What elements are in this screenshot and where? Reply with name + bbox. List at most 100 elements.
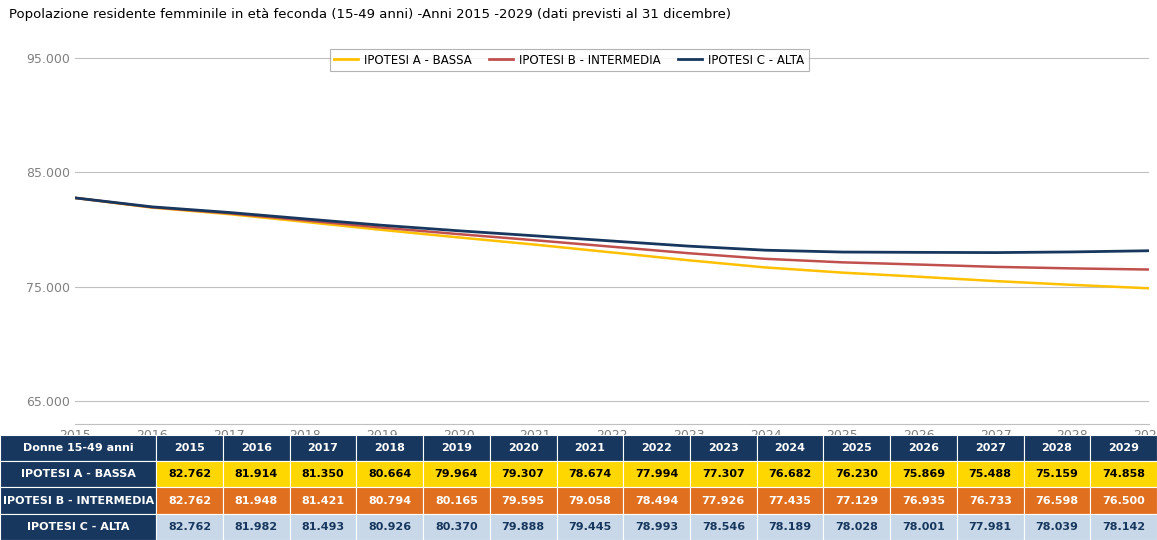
Text: Donne 15-49 anni: Donne 15-49 anni xyxy=(23,443,133,453)
FancyBboxPatch shape xyxy=(156,487,223,514)
Text: 80.165: 80.165 xyxy=(435,496,478,505)
IPOTESI C - ALTA xyxy=(529,233,543,239)
Text: 2023: 2023 xyxy=(708,443,738,453)
IPOTESI A - BASSA xyxy=(145,204,159,211)
IPOTESI A - BASSA xyxy=(1066,282,1079,288)
Text: 81.493: 81.493 xyxy=(302,522,345,532)
Text: 2024: 2024 xyxy=(774,443,805,453)
FancyBboxPatch shape xyxy=(690,435,757,461)
FancyBboxPatch shape xyxy=(624,461,690,487)
IPOTESI C - ALTA xyxy=(759,247,773,253)
FancyBboxPatch shape xyxy=(557,461,624,487)
FancyBboxPatch shape xyxy=(757,487,824,514)
Text: 2026: 2026 xyxy=(908,443,939,453)
Text: 80.926: 80.926 xyxy=(368,522,411,532)
FancyBboxPatch shape xyxy=(757,461,824,487)
Text: 77.994: 77.994 xyxy=(635,469,678,479)
Text: 2021: 2021 xyxy=(574,443,605,453)
Text: 78.039: 78.039 xyxy=(1036,522,1078,532)
Text: 78.546: 78.546 xyxy=(702,522,745,532)
Text: 82.762: 82.762 xyxy=(168,469,211,479)
IPOTESI C - ALTA xyxy=(1066,249,1079,255)
IPOTESI C - ALTA xyxy=(375,222,389,228)
FancyBboxPatch shape xyxy=(624,435,690,461)
Text: 78.142: 78.142 xyxy=(1103,522,1145,532)
FancyBboxPatch shape xyxy=(289,461,356,487)
FancyBboxPatch shape xyxy=(356,435,423,461)
Legend: IPOTESI A - BASSA, IPOTESI B - INTERMEDIA, IPOTESI C - ALTA: IPOTESI A - BASSA, IPOTESI B - INTERMEDI… xyxy=(330,49,809,71)
FancyBboxPatch shape xyxy=(624,514,690,540)
FancyBboxPatch shape xyxy=(957,461,1024,487)
Text: 75.869: 75.869 xyxy=(902,469,945,479)
IPOTESI B - INTERMEDIA xyxy=(681,250,695,256)
Text: 78.028: 78.028 xyxy=(835,522,878,532)
IPOTESI A - BASSA xyxy=(759,264,773,271)
FancyBboxPatch shape xyxy=(824,461,890,487)
FancyBboxPatch shape xyxy=(423,487,489,514)
IPOTESI A - BASSA xyxy=(681,257,695,264)
Text: 79.058: 79.058 xyxy=(568,496,611,505)
Text: 77.307: 77.307 xyxy=(702,469,745,479)
FancyBboxPatch shape xyxy=(489,461,557,487)
Text: 78.001: 78.001 xyxy=(902,522,945,532)
FancyBboxPatch shape xyxy=(824,487,890,514)
FancyBboxPatch shape xyxy=(356,461,423,487)
Text: 79.307: 79.307 xyxy=(502,469,545,479)
Text: 76.598: 76.598 xyxy=(1036,496,1078,505)
FancyBboxPatch shape xyxy=(1090,487,1157,514)
FancyBboxPatch shape xyxy=(1090,514,1157,540)
Text: 81.914: 81.914 xyxy=(235,469,278,479)
FancyBboxPatch shape xyxy=(690,487,757,514)
IPOTESI B - INTERMEDIA xyxy=(912,261,926,268)
FancyBboxPatch shape xyxy=(890,487,957,514)
FancyBboxPatch shape xyxy=(757,514,824,540)
Text: 77.129: 77.129 xyxy=(835,496,878,505)
Text: 2025: 2025 xyxy=(841,443,872,453)
Text: 81.421: 81.421 xyxy=(302,496,345,505)
FancyBboxPatch shape xyxy=(0,514,156,540)
Text: 77.926: 77.926 xyxy=(701,496,745,505)
IPOTESI A - BASSA xyxy=(451,234,465,241)
FancyBboxPatch shape xyxy=(0,487,156,514)
IPOTESI C - ALTA xyxy=(451,227,465,234)
Text: 80.794: 80.794 xyxy=(368,496,411,505)
Text: 79.595: 79.595 xyxy=(502,496,545,505)
IPOTESI B - INTERMEDIA xyxy=(222,210,236,217)
IPOTESI A - BASSA xyxy=(68,195,82,201)
FancyBboxPatch shape xyxy=(957,435,1024,461)
FancyBboxPatch shape xyxy=(223,461,289,487)
Text: 76.682: 76.682 xyxy=(768,469,812,479)
FancyBboxPatch shape xyxy=(890,435,957,461)
FancyBboxPatch shape xyxy=(489,514,557,540)
FancyBboxPatch shape xyxy=(489,487,557,514)
Text: 75.488: 75.488 xyxy=(968,469,1011,479)
FancyBboxPatch shape xyxy=(824,514,890,540)
FancyBboxPatch shape xyxy=(1024,514,1090,540)
IPOTESI A - BASSA xyxy=(912,273,926,280)
IPOTESI A - BASSA xyxy=(988,278,1002,285)
Text: IPOTESI C - ALTA: IPOTESI C - ALTA xyxy=(27,522,130,532)
FancyBboxPatch shape xyxy=(957,487,1024,514)
Text: 76.230: 76.230 xyxy=(835,469,878,479)
IPOTESI B - INTERMEDIA xyxy=(835,259,849,266)
Text: 81.982: 81.982 xyxy=(235,522,278,532)
FancyBboxPatch shape xyxy=(156,514,223,540)
FancyBboxPatch shape xyxy=(557,514,624,540)
Text: 2017: 2017 xyxy=(308,443,339,453)
Text: 2020: 2020 xyxy=(508,443,538,453)
Text: 2027: 2027 xyxy=(974,443,1005,453)
IPOTESI C - ALTA xyxy=(605,238,619,244)
FancyBboxPatch shape xyxy=(957,514,1024,540)
FancyBboxPatch shape xyxy=(624,487,690,514)
FancyBboxPatch shape xyxy=(423,514,489,540)
FancyBboxPatch shape xyxy=(1024,435,1090,461)
FancyBboxPatch shape xyxy=(223,435,289,461)
IPOTESI B - INTERMEDIA xyxy=(1066,265,1079,272)
IPOTESI C - ALTA xyxy=(222,209,236,215)
IPOTESI B - INTERMEDIA xyxy=(1142,266,1156,273)
IPOTESI C - ALTA xyxy=(835,249,849,255)
Text: Popolazione residente femminile in età feconda (15-49 anni) -Anni 2015 -2029 (da: Popolazione residente femminile in età f… xyxy=(9,8,731,21)
Text: 82.762: 82.762 xyxy=(168,496,211,505)
Text: 78.674: 78.674 xyxy=(568,469,612,479)
IPOTESI B - INTERMEDIA xyxy=(759,255,773,262)
